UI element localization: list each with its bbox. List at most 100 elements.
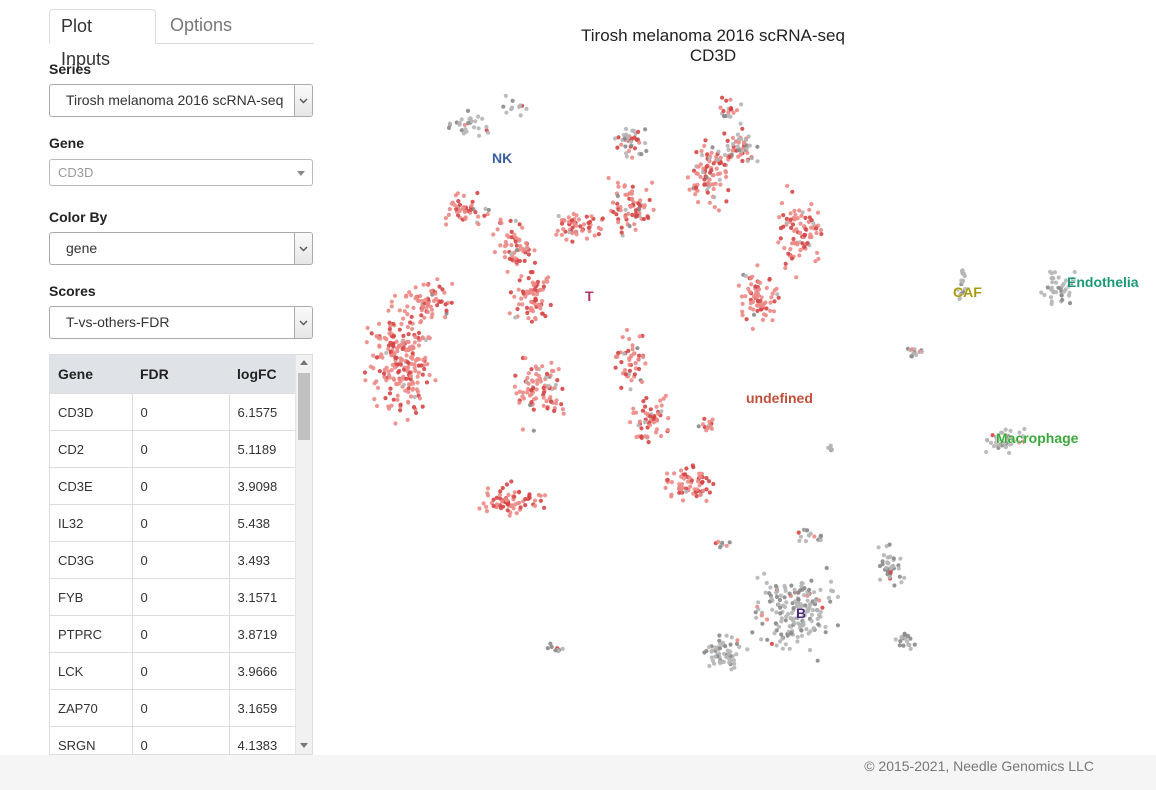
cell-point (885, 572, 890, 577)
scrollbar-thumb[interactable] (298, 373, 310, 440)
table-row[interactable]: SRGN 0 4.1383 (50, 726, 297, 754)
cell-point (403, 388, 408, 393)
cell-point (639, 435, 644, 440)
cell-point (819, 231, 824, 237)
cell-point (505, 233, 510, 238)
cell-point (652, 415, 657, 420)
cell-point (728, 106, 734, 111)
column-header-logfc[interactable]: logFC (229, 355, 297, 394)
cell-point (812, 534, 817, 539)
scroll-down-icon[interactable] (300, 743, 308, 748)
cell-point (484, 504, 489, 509)
cell-point (584, 236, 590, 241)
cell-point (759, 295, 764, 300)
cell-point (1048, 269, 1053, 274)
table-row[interactable]: IL32 0 5.438 (50, 504, 297, 542)
cell-point (717, 633, 722, 638)
cell-point (707, 419, 712, 424)
cell-point (554, 232, 559, 237)
scatter-canvas[interactable]: NK T CAF Endothelia undefined Macrophage… (330, 0, 1156, 755)
cell-point (695, 171, 700, 176)
cell-point (794, 227, 799, 232)
cell-point (498, 243, 503, 248)
cell-point (570, 225, 575, 230)
cell-point (696, 164, 701, 169)
cell-point (902, 631, 907, 636)
cell-point (732, 665, 737, 670)
cell-point (533, 298, 538, 303)
table-row[interactable]: CD3E 0 3.9098 (50, 467, 297, 505)
scores-dropdown-button[interactable] (294, 307, 312, 338)
cell-point (623, 126, 629, 132)
scores-label: Scores (49, 283, 96, 299)
table-row[interactable]: CD2 0 5.1189 (50, 430, 297, 468)
color-by-dropdown-button[interactable] (294, 233, 312, 264)
cell-point (707, 177, 712, 182)
cell-point (897, 643, 902, 648)
cell-point (538, 379, 543, 384)
scroll-up-icon[interactable] (300, 360, 308, 365)
tab-plot-inputs[interactable]: Plot Inputs (49, 9, 156, 69)
cell-gene: CD2 (50, 430, 133, 468)
cell-point (627, 357, 632, 363)
cell-point (804, 627, 809, 632)
cell-point (495, 227, 500, 232)
table-row[interactable]: FYB 0 3.1571 (50, 578, 297, 616)
cell-point (885, 561, 890, 566)
table-row[interactable]: PTPRC 0 3.8719 (50, 615, 297, 653)
tab-options[interactable]: Options (170, 15, 233, 35)
cell-point (896, 566, 901, 571)
table-row[interactable]: LCK 0 3.9666 (50, 652, 297, 690)
cell-point (748, 306, 753, 311)
cell-point (378, 336, 383, 341)
cell-gene: PTPRC (50, 615, 133, 653)
cell-point (387, 320, 392, 325)
cell-point (677, 490, 682, 495)
cell-point (503, 93, 508, 98)
cell-point (613, 365, 618, 370)
cell-point (810, 599, 815, 604)
cell-point (413, 335, 418, 340)
color-by-select[interactable]: gene (49, 232, 313, 265)
table-row[interactable]: CD3D 0 6.1575 (50, 393, 297, 431)
cell-point (500, 485, 505, 491)
cell-point (475, 190, 480, 196)
cell-point (704, 487, 709, 492)
cell-point (695, 487, 700, 492)
cell-point (526, 252, 531, 257)
cell-point (471, 125, 477, 130)
scores-select[interactable]: T-vs-others-FDR (49, 306, 313, 339)
column-header-gene[interactable]: Gene (50, 355, 132, 394)
cell-point (783, 261, 788, 266)
cell-point (571, 211, 576, 217)
cell-point (726, 188, 731, 193)
table-scrollbar[interactable] (295, 355, 312, 754)
cell-point (720, 540, 725, 545)
cell-point (569, 218, 575, 223)
series-select-value: Tirosh melanoma 2016 scRNA-seq (66, 92, 284, 108)
table-row[interactable]: CD3G 0 3.493 (50, 541, 297, 579)
cell-point (457, 120, 462, 125)
gene-select-value: CD3D (58, 165, 94, 180)
cell-point (740, 309, 745, 314)
cell-point (718, 545, 723, 550)
column-header-fdr[interactable]: FDR (132, 355, 229, 394)
cell-point (653, 430, 659, 435)
cell-point (782, 595, 787, 600)
table-row[interactable]: ZAP70 0 3.1659 (50, 689, 297, 727)
cell-point (616, 184, 621, 189)
gene-select[interactable]: CD3D (49, 159, 313, 186)
series-dropdown-button[interactable] (294, 85, 312, 116)
cell-point (443, 315, 448, 320)
series-select[interactable]: Tirosh melanoma 2016 scRNA-seq (49, 84, 313, 117)
cell-point (524, 106, 529, 111)
cell-point (626, 348, 631, 353)
cell-point (658, 398, 663, 403)
cell-point (1072, 269, 1077, 275)
cell-point (909, 347, 915, 352)
plot-title-line-1: Tirosh melanoma 2016 scRNA-seq (581, 26, 845, 45)
cell-point (807, 533, 812, 538)
cell-point (705, 425, 711, 431)
tsne-plot[interactable]: Tirosh melanoma 2016 scRNA-seq CD3D NK T… (330, 0, 1156, 755)
cell-point (1056, 275, 1061, 280)
